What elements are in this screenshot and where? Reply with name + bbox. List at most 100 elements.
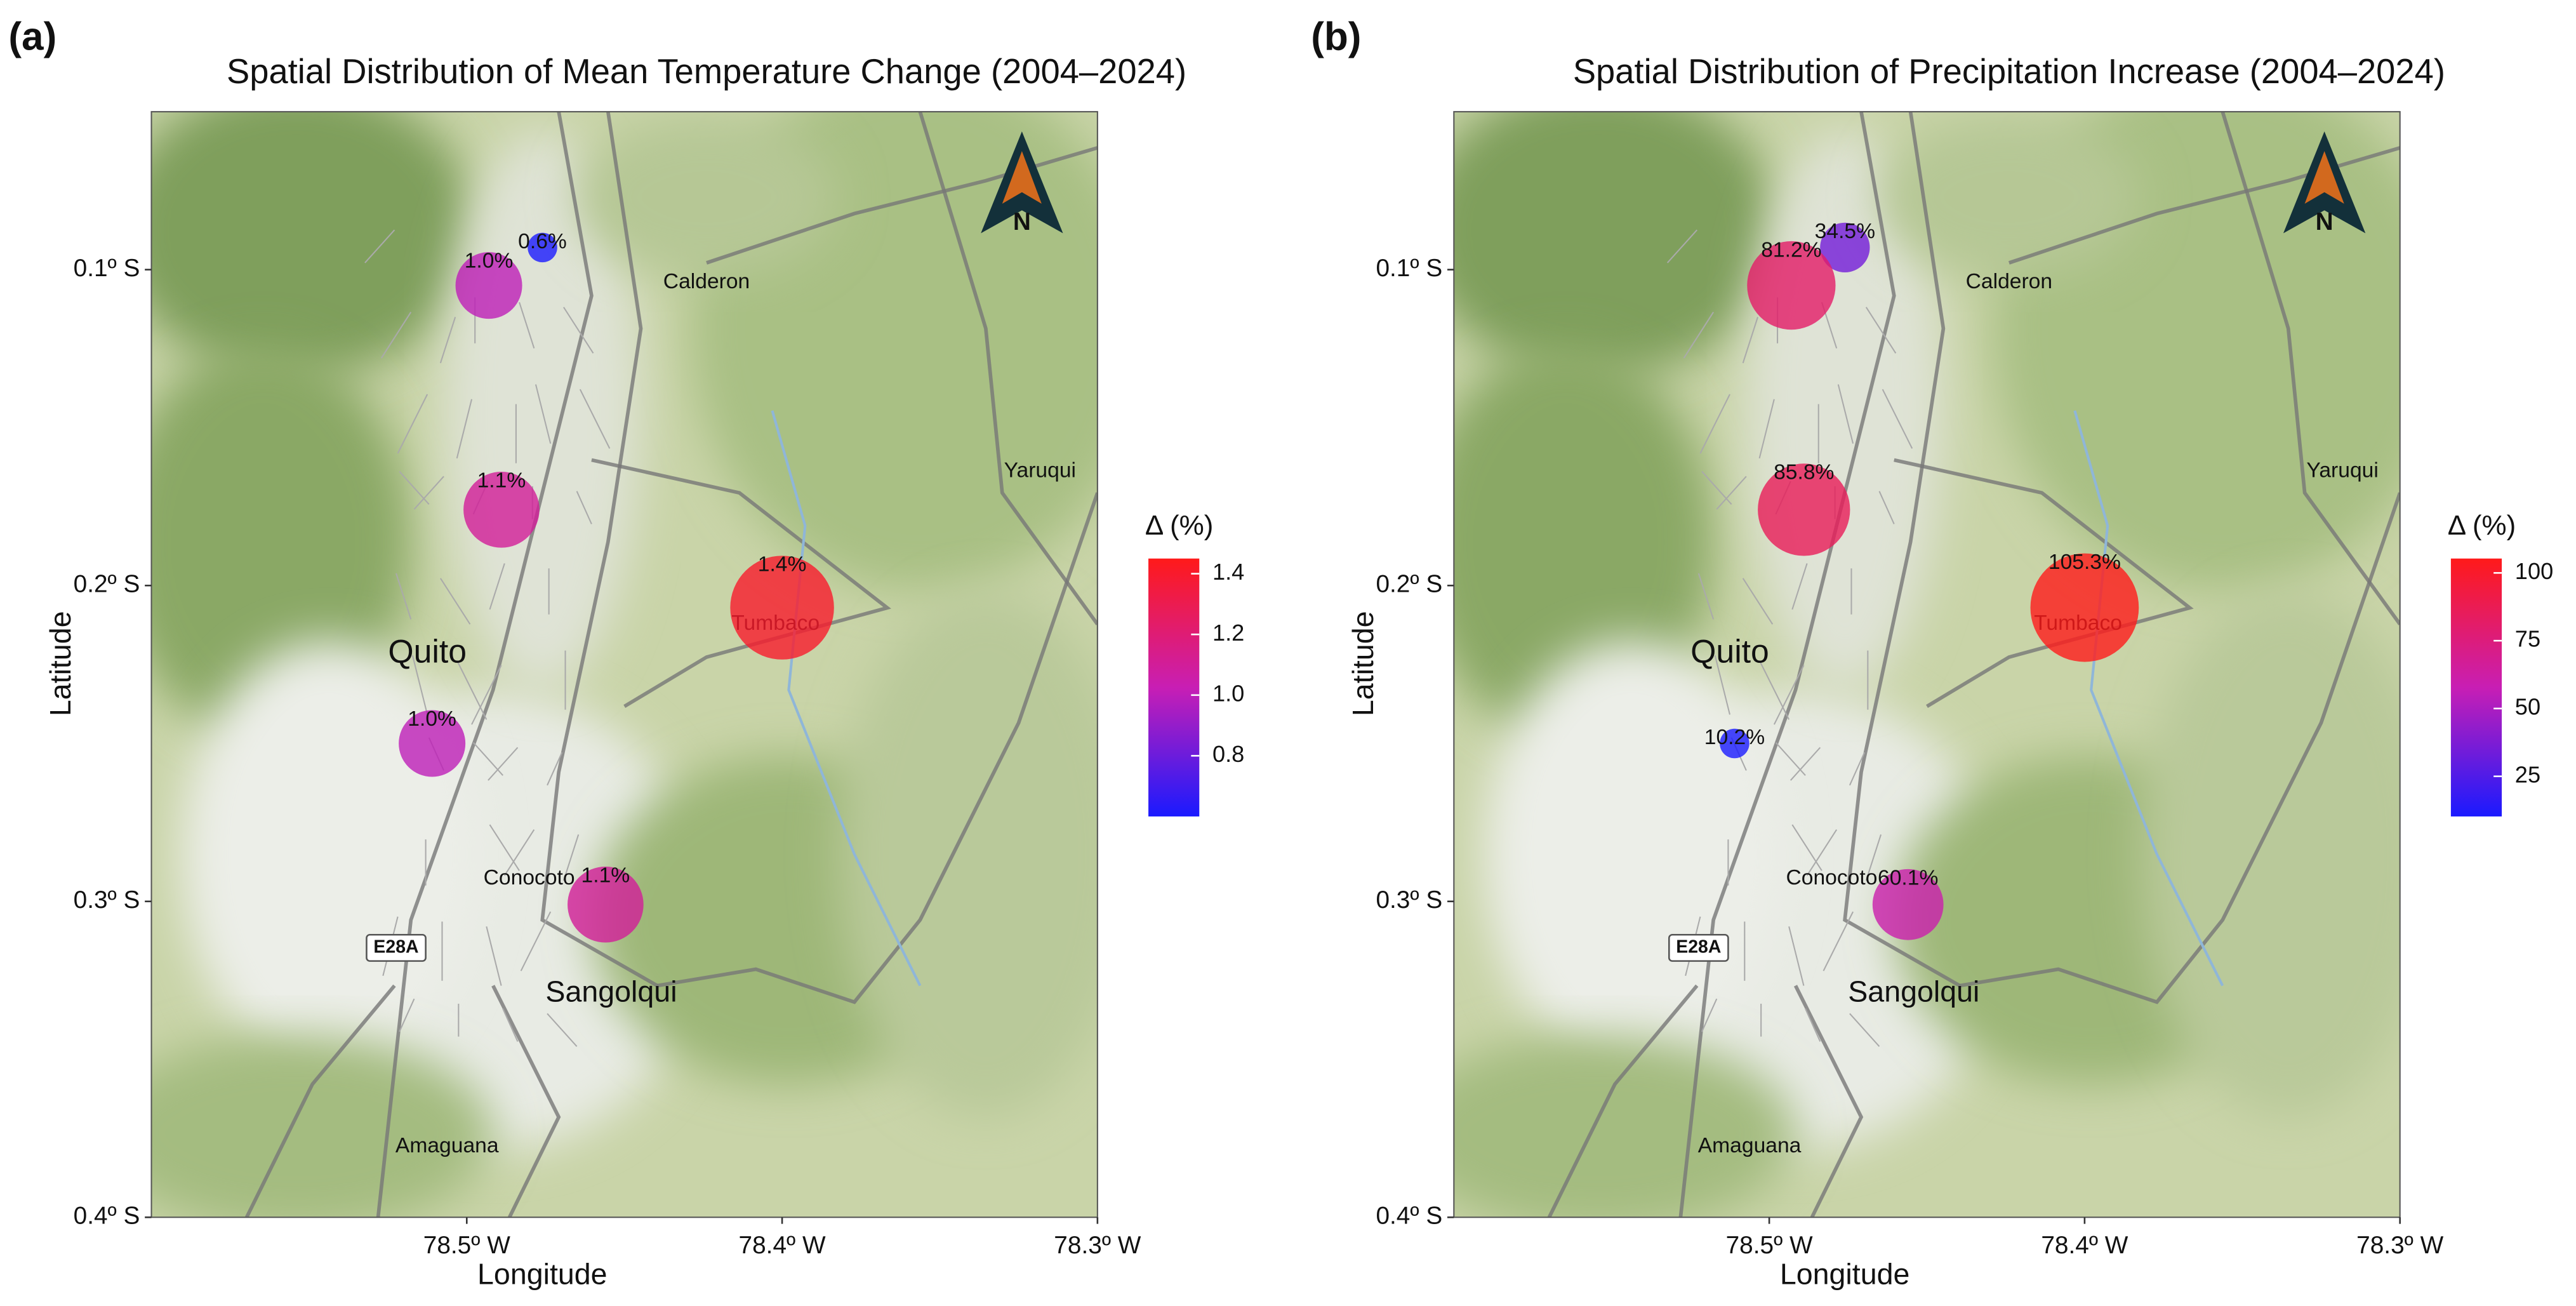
street: [411, 655, 428, 715]
data-label: 1.1%: [477, 469, 526, 492]
place-label: Sangolqui: [545, 975, 677, 1008]
terrain: [575, 115, 839, 279]
y-tick-label: 0.3º S: [74, 886, 140, 914]
data-label: 1.0%: [408, 707, 456, 731]
y-axis-label: Latitude: [44, 611, 77, 716]
river: [771, 410, 922, 987]
colorbar-title: Δ (%): [1145, 510, 1214, 541]
street: [1716, 476, 1747, 510]
road: [540, 111, 658, 987]
street: [456, 660, 488, 720]
place-label: Quito: [1690, 632, 1769, 669]
y-tick-label: 0.1º S: [74, 255, 140, 282]
street: [1666, 229, 1698, 263]
data-label: 1.4%: [758, 553, 807, 576]
street: [397, 394, 428, 454]
street: [1758, 660, 1790, 720]
street: [1683, 312, 1715, 359]
place-label: Amaguana: [395, 1134, 499, 1157]
street: [1791, 824, 1822, 871]
road: [591, 458, 891, 709]
data-label: 81.2%: [1761, 238, 1821, 262]
street: [503, 829, 535, 876]
street: [1849, 1013, 1880, 1047]
street: [440, 578, 471, 625]
street: [1773, 665, 1805, 725]
street: [519, 302, 535, 349]
bubble: [399, 710, 466, 777]
road: [1894, 458, 2194, 709]
place-label: Conocoto: [484, 866, 575, 890]
plot-frame: [150, 110, 1098, 1218]
x-tick-label: 78.4º W: [739, 1232, 826, 1259]
street: [413, 476, 444, 510]
terrain: [181, 641, 477, 1068]
colorbar-tick-label: 1.0: [1212, 680, 1244, 706]
y-tick-label: 0.4º S: [74, 1203, 140, 1230]
road: [706, 146, 1098, 265]
colorbar-tick-label: 100: [2515, 558, 2553, 584]
road: [1547, 984, 1699, 1218]
colorbar-tick-label: 1.4: [1212, 559, 1244, 585]
street: [1701, 998, 1718, 1032]
bubble: [1872, 869, 1944, 940]
panel: (b) Spatial Distribution of Precipitation…: [1311, 15, 2553, 1291]
road-shield: [1668, 933, 1729, 962]
panel-label: (a): [8, 15, 56, 59]
road: [1678, 111, 1896, 1218]
street: [1775, 742, 1806, 776]
place-label: Sangolqui: [1848, 975, 1979, 1008]
y-tick-label: 0.1º S: [1376, 255, 1442, 282]
terrain: [151, 111, 477, 378]
data-label: 1.1%: [581, 863, 630, 887]
colorbar: [1148, 558, 1200, 816]
y-axis-label: Latitude: [1346, 611, 1379, 716]
road: [2008, 146, 2400, 265]
data-label: 34.5%: [1815, 220, 1875, 243]
data-label: 10.2%: [1704, 726, 1765, 749]
street: [1714, 655, 1731, 715]
road: [491, 985, 561, 1218]
bubble: [1747, 241, 1836, 330]
street: [1789, 747, 1821, 781]
place-label: Calderon: [1966, 270, 2052, 293]
terrain: [838, 591, 1098, 1117]
x-tick-label: 78.3º W: [2356, 1232, 2443, 1259]
road: [245, 984, 396, 1218]
data-label: 0.6%: [518, 230, 567, 253]
street: [534, 384, 552, 444]
road: [656, 492, 1098, 1004]
map: CalderonYaruquiQuitoTumbacoConocotoSango…: [1454, 111, 2400, 1218]
road-shield: [366, 933, 427, 962]
chart-title: Spatial Distribution of Precipitation In…: [1573, 52, 2445, 91]
street: [489, 824, 520, 871]
street: [1865, 307, 1897, 354]
y-tick-label: 0.4º S: [1376, 1203, 1442, 1230]
x-axis-label: Longitude: [477, 1258, 607, 1291]
bubble: [2030, 553, 2139, 662]
y-tick-label: 0.2º S: [74, 570, 140, 597]
road: [2221, 111, 2400, 625]
street: [1697, 573, 1715, 620]
colorbar-tick-label: 75: [2515, 626, 2540, 652]
place-label: E28A: [1676, 936, 1721, 957]
x-tick-label: 78.5º W: [423, 1232, 510, 1259]
colorbar-tick-label: 1.2: [1212, 620, 1244, 646]
bubble: [1758, 463, 1850, 556]
street: [1865, 834, 1882, 881]
y-tick-label: 0.3º S: [1376, 886, 1442, 914]
terrain: [151, 1035, 493, 1218]
street: [562, 834, 580, 881]
place-label: Quito: [388, 632, 467, 669]
street: [1837, 384, 1854, 444]
north-arrow-inner: [1002, 151, 1042, 204]
colorbar-tick-label: 25: [2515, 761, 2540, 787]
street: [456, 399, 473, 459]
street: [399, 998, 415, 1032]
street: [1849, 752, 1866, 786]
place-label: Yaruqui: [2306, 458, 2378, 482]
bubble: [463, 472, 540, 548]
street: [579, 389, 611, 449]
terrain: [1483, 641, 1779, 1068]
